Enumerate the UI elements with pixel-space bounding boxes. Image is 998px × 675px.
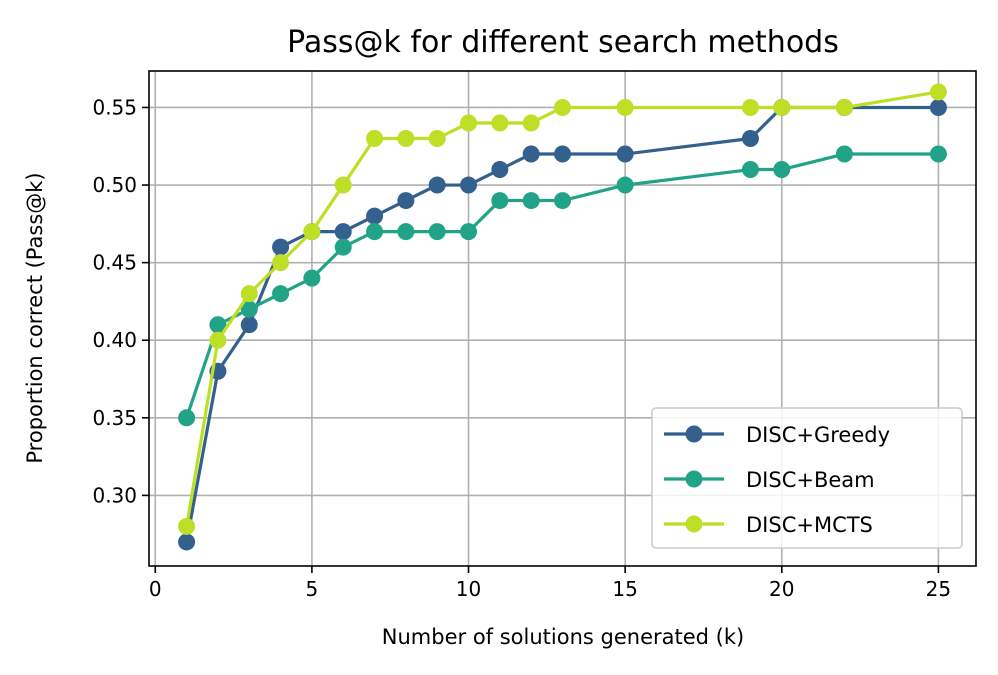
plot-frame <box>148 70 977 567</box>
legend-item: DISC+Greedy <box>664 423 890 447</box>
data-point <box>178 409 196 427</box>
data-point <box>741 161 759 179</box>
data-point <box>741 130 759 147</box>
data-point <box>554 145 571 163</box>
data-point <box>209 331 227 349</box>
data-point <box>428 223 446 241</box>
x-tick-label: 5 <box>306 577 319 601</box>
data-point <box>491 161 509 179</box>
data-point <box>178 517 196 535</box>
data-point <box>240 316 258 334</box>
data-point <box>835 145 853 163</box>
series-disc-beam <box>178 145 947 427</box>
y-tick-label: 0.55 <box>92 95 137 119</box>
data-point <box>835 98 853 116</box>
data-point <box>272 285 290 303</box>
data-point <box>240 285 258 303</box>
data-point <box>929 145 947 163</box>
data-point <box>272 254 290 272</box>
legend-label: DISC+MCTS <box>746 513 873 537</box>
data-point <box>397 130 415 147</box>
data-point <box>366 130 384 147</box>
data-point <box>178 533 196 551</box>
x-axis-label: Number of solutions generated (k) <box>382 625 744 649</box>
x-tick-label: 15 <box>612 577 637 601</box>
data-point <box>616 176 634 194</box>
legend-item: DISC+Beam <box>664 468 875 492</box>
legend-box <box>651 407 963 549</box>
data-point <box>616 145 634 163</box>
series-layer <box>178 83 947 551</box>
y-axis-label: Proportion correct (Pass@k) <box>23 172 47 463</box>
data-point <box>554 192 571 210</box>
data-point <box>334 238 352 256</box>
chart-title: Pass@k for different search methods <box>287 25 839 60</box>
data-point <box>397 192 415 210</box>
y-tick-label: 0.30 <box>92 483 137 507</box>
data-point <box>366 223 384 241</box>
x-tick-label: 25 <box>926 577 951 601</box>
legend: DISC+Greedy DISC+Beam DISC+MCTS <box>651 407 963 549</box>
y-tick-label: 0.45 <box>92 251 137 275</box>
x-tick-label: 0 <box>149 577 162 601</box>
data-point <box>428 130 446 147</box>
y-axis: 0.30 0.35 0.40 0.45 0.50 0.55 <box>92 95 149 507</box>
y-tick-label: 0.40 <box>92 328 137 352</box>
y-tick-label: 0.35 <box>92 406 137 430</box>
data-point <box>397 223 415 241</box>
x-tick-label: 20 <box>769 577 794 601</box>
data-point <box>491 192 509 210</box>
data-point <box>616 98 634 116</box>
data-point <box>209 316 227 334</box>
data-point <box>460 223 478 241</box>
x-axis: 0 5 10 15 20 25 <box>149 566 951 601</box>
data-point <box>460 176 478 194</box>
y-tick-label: 0.50 <box>92 173 137 197</box>
x-tick-label: 10 <box>456 577 481 601</box>
data-point <box>303 269 321 287</box>
data-point <box>491 114 509 132</box>
data-point <box>240 300 258 318</box>
legend-item: DISC+MCTS <box>664 513 873 537</box>
data-point <box>522 114 540 132</box>
data-point <box>366 207 384 225</box>
data-point <box>929 83 947 101</box>
legend-marker <box>685 515 703 533</box>
data-point <box>773 98 791 116</box>
data-point <box>460 114 478 132</box>
data-point <box>428 176 446 194</box>
data-point <box>741 98 759 116</box>
data-point <box>554 98 571 116</box>
legend-label: DISC+Greedy <box>746 423 890 447</box>
data-point <box>303 223 321 241</box>
data-point <box>334 223 352 241</box>
data-point <box>773 161 791 179</box>
data-point <box>272 238 290 256</box>
data-point <box>522 192 540 210</box>
series-disc-mcts <box>178 83 947 535</box>
data-point <box>522 145 540 163</box>
legend-label: DISC+Beam <box>746 468 875 492</box>
data-point <box>929 98 947 116</box>
legend-marker <box>685 470 703 488</box>
legend-marker <box>685 425 703 443</box>
data-point <box>334 176 352 194</box>
